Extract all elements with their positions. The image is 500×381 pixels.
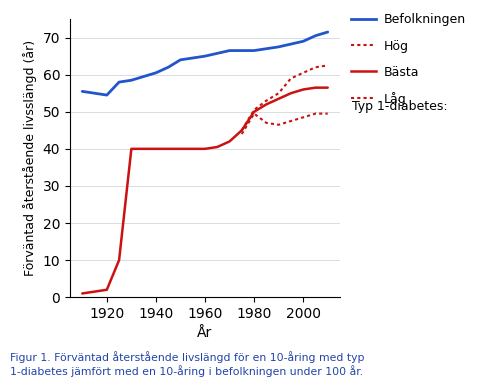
- Legend: Befolkningen, Hög, Bästa, Låg: Befolkningen, Hög, Bästa, Låg: [351, 13, 466, 106]
- Text: Figur 1. Förväntad återstående livslängd för en 10-åring med typ
1-diabetes jämf: Figur 1. Förväntad återstående livslängd…: [10, 351, 364, 377]
- Y-axis label: Förväntad återstående livsslängd (år): Förväntad återstående livsslängd (år): [23, 40, 37, 276]
- Text: Typ 1-diabetes:: Typ 1-diabetes:: [352, 100, 448, 113]
- X-axis label: År: År: [198, 327, 212, 341]
